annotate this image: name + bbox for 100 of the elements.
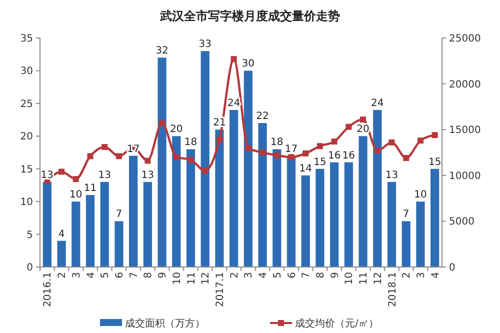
data-label: 13 xyxy=(141,170,154,181)
bar xyxy=(430,168,440,267)
bar xyxy=(86,195,95,267)
data-label: 17 xyxy=(284,144,298,155)
bar xyxy=(42,182,52,267)
data-label: 14 xyxy=(299,163,312,174)
point xyxy=(58,168,65,175)
data-label: 4 xyxy=(58,228,65,240)
data-label: 13 xyxy=(98,170,111,181)
point xyxy=(331,138,338,145)
x-tick-label: 12 xyxy=(372,272,384,285)
bar xyxy=(330,162,339,267)
data-label: 32 xyxy=(156,46,168,57)
chart-title: 武汉全市写字楼月度成交量价走势 xyxy=(159,9,340,23)
x-tick-label: 2 xyxy=(402,272,413,278)
bar xyxy=(416,202,425,267)
x-tick-label: 4 xyxy=(258,272,270,278)
bar xyxy=(215,130,224,267)
data-label: 7 xyxy=(116,209,122,220)
point xyxy=(173,154,180,160)
y2-tick-label: 5000 xyxy=(449,216,474,228)
bar xyxy=(387,182,396,267)
y2-tick-label: 15000 xyxy=(449,125,481,136)
bar xyxy=(230,110,238,267)
point xyxy=(432,132,438,138)
x-tick-label: 10 xyxy=(172,272,183,285)
point xyxy=(274,152,280,158)
x-tick-label: 2 xyxy=(57,272,68,278)
point xyxy=(87,153,94,160)
point xyxy=(288,154,294,160)
point xyxy=(230,56,237,62)
data-label: 11 xyxy=(84,183,97,194)
legend-label: 成交均价（元/㎡） xyxy=(295,318,378,330)
bar xyxy=(373,110,382,267)
point xyxy=(302,150,309,156)
y-tick-label: 25 xyxy=(20,98,33,110)
y-tick-label: 15 xyxy=(20,164,33,176)
x-tick-label: 7 xyxy=(301,272,312,278)
bar xyxy=(301,175,310,267)
point xyxy=(316,143,323,150)
x-tick-label: 8 xyxy=(143,272,154,278)
x-tick-label: 12 xyxy=(200,272,212,285)
point xyxy=(417,138,424,144)
x-tick-label: 3 xyxy=(416,272,427,278)
point xyxy=(188,156,194,163)
point xyxy=(388,139,395,146)
x-tick-label: 9 xyxy=(330,272,341,278)
y-tick-label: 10 xyxy=(20,197,33,208)
bar xyxy=(143,182,152,267)
data-label: 18 xyxy=(184,137,198,148)
x-tick-label: 7 xyxy=(128,272,140,278)
point xyxy=(116,153,122,160)
x-tick-label: 10 xyxy=(344,272,356,285)
data-label: 15 xyxy=(314,156,326,168)
point xyxy=(202,168,208,174)
data-label: 7 xyxy=(402,209,410,220)
point xyxy=(102,144,108,150)
data-label: 10 xyxy=(414,190,427,201)
bar xyxy=(402,221,410,267)
point xyxy=(403,154,410,161)
bar xyxy=(272,149,282,267)
point xyxy=(374,148,380,154)
y-tick-label: 35 xyxy=(20,34,33,44)
data-label: 13 xyxy=(385,170,398,181)
x-tick-label: 6 xyxy=(286,272,298,278)
y-tick-label: 5 xyxy=(26,230,33,241)
point xyxy=(72,176,79,182)
bar xyxy=(200,51,210,267)
x-tick-label: 3 xyxy=(71,272,82,278)
bar xyxy=(286,156,296,267)
point xyxy=(346,124,352,130)
data-label: 24 xyxy=(371,98,384,109)
x-tick-label: 2 xyxy=(229,272,240,278)
bar xyxy=(258,123,267,267)
point xyxy=(159,120,166,126)
x-tick-label: 3 xyxy=(244,272,255,278)
data-label: 33 xyxy=(198,39,212,50)
data-label: 30 xyxy=(242,58,255,70)
legend-label: 成交面积（万方） xyxy=(125,318,205,330)
point xyxy=(360,116,366,123)
data-label: 15 xyxy=(428,156,442,168)
bar xyxy=(358,136,368,267)
point xyxy=(260,150,266,156)
data-label: 24 xyxy=(227,98,240,109)
bar xyxy=(244,70,252,267)
bar xyxy=(100,182,109,267)
bar xyxy=(172,136,181,267)
x-tick-label: 6 xyxy=(114,272,126,278)
x-tick-label: 8 xyxy=(315,272,326,278)
x-tick-label: 5 xyxy=(100,272,112,278)
y-tick-label: 0 xyxy=(26,262,33,274)
y-tick-label: 20 xyxy=(20,132,33,143)
x-tick-label: 9 xyxy=(158,272,169,278)
bar xyxy=(316,168,324,267)
data-label: 20 xyxy=(170,124,183,136)
y2-tick-label: 10000 xyxy=(449,170,481,182)
y2-tick-label: 0 xyxy=(449,262,456,274)
data-label: 16 xyxy=(342,150,356,162)
y-tick-label: 30 xyxy=(20,66,33,78)
point xyxy=(216,136,222,143)
